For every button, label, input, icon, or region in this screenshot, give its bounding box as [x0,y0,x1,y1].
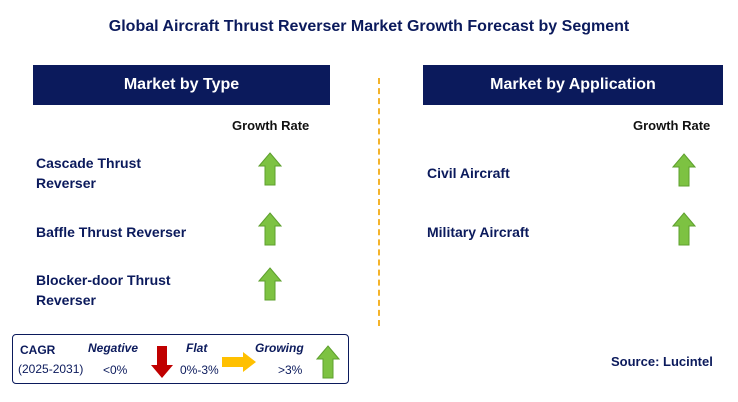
page-title: Global Aircraft Thrust Reverser Market G… [108,18,630,35]
market-by-type-header: Market by Type [33,65,330,105]
up-arrow-icon [258,267,282,301]
up-arrow-icon [672,153,696,187]
segment-civil-aircraft-label: Civil Aircraft [427,165,510,181]
segment-baffle-line1: Baffle Thrust Reverser [36,224,187,240]
segment-blocker-door-line2: Reverser [36,292,96,308]
legend-cagr-label: CAGR [20,343,56,357]
legend-negative-range: <0% [103,363,128,377]
segment-blocker-door-label: Blocker-door Thrust Reverser [36,270,236,310]
segment-cascade-label: Cascade Thrust Reverser [36,153,226,193]
panel-divider [378,78,380,326]
type-growth-rate-label: Growth Rate [232,118,310,133]
market-by-application-header: Market by Application [423,65,723,105]
legend-flat-range: 0%-3% [180,363,219,377]
source-label: Source: Lucintel [611,354,713,369]
segment-military-aircraft-label: Military Aircraft [427,224,530,240]
legend-period: (2025-2031) [18,362,84,376]
up-arrow-icon [316,345,340,379]
cagr-legend [12,334,349,384]
up-arrow-icon [672,212,696,246]
segment-baffle-label: Baffle Thrust Reverser [36,222,236,242]
legend-growing-label: Growing [255,341,304,355]
up-arrow-icon [258,212,282,246]
legend-flat-label: Flat [186,341,208,355]
right-arrow-icon [222,352,256,372]
legend-growing-range: >3% [278,363,303,377]
segment-cascade-line1: Cascade Thrust [36,155,142,171]
legend-negative-label: Negative [88,341,139,355]
segment-blocker-door-line1: Blocker-door Thrust [36,272,171,288]
down-arrow-icon [151,346,173,378]
application-growth-rate-label: Growth Rate [633,118,711,133]
up-arrow-icon [258,152,282,186]
segment-cascade-line2: Reverser [36,175,96,191]
